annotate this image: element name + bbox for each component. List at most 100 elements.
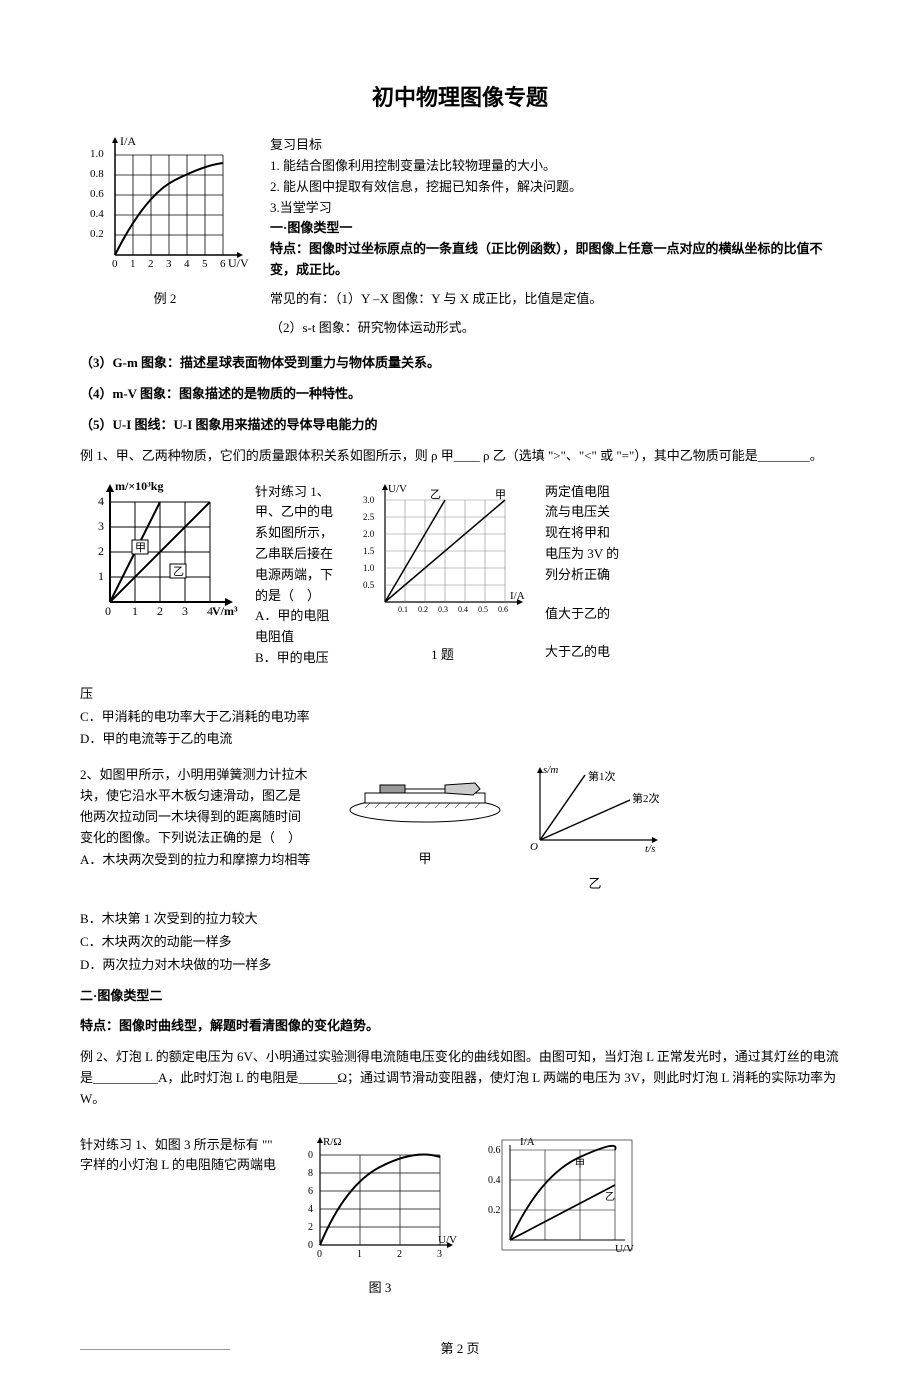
svg-text:3: 3 — [437, 1249, 442, 1260]
p1-pre6: 的是（ ） — [255, 586, 340, 607]
chart-example2: 0.2 0.4 0.6 0.8 1.0 0 1 2 3 4 5 6 I/A U/… — [80, 135, 250, 338]
chart-mv: 甲 乙 1 2 3 4 0 1 2 3 4 m/×10³kg V/m³ — [80, 482, 240, 630]
chart-ex2-label: 例 2 — [80, 289, 250, 310]
p1-r3: 现在将甲和 — [545, 523, 630, 544]
svg-text:U/V: U/V — [438, 1234, 457, 1246]
p1-optC: C．甲消耗的电功率大于乙消耗的电功率 — [80, 707, 840, 728]
type2-ex2: 例 2、灯泡 L 的额定电压为 6V、小明通过实验测得电流随电压变化的曲线如图。… — [80, 1047, 840, 1109]
chart-st: s/m t/s O 第1次 第2次 乙 — [520, 765, 670, 894]
svg-text:O: O — [530, 841, 538, 853]
svg-text:3.0: 3.0 — [363, 495, 375, 505]
svg-text:t/s: t/s — [645, 843, 655, 855]
svg-text:0.1: 0.1 — [398, 605, 408, 614]
svg-text:0.5: 0.5 — [478, 605, 488, 614]
fig1-label: 1 题 — [355, 645, 530, 666]
svg-text:乙: 乙 — [605, 1191, 615, 1203]
q2-optC: C．木块两次的动能一样多 — [80, 932, 840, 953]
q2-optD: D．两次拉力对木块做的功一样多 — [80, 955, 840, 976]
svg-text:1: 1 — [132, 604, 138, 618]
svg-text:0: 0 — [308, 1150, 313, 1161]
svg-text:4: 4 — [98, 494, 104, 508]
p1-optB1: B．甲的电压 — [255, 648, 340, 669]
svg-text:1.0: 1.0 — [90, 148, 104, 160]
svg-text:0.8: 0.8 — [90, 168, 104, 180]
common-list: 常见的有：（1）Y –X 图像：Y 与 X 成正比，比值是定值。 — [270, 289, 840, 310]
svg-text:2: 2 — [98, 544, 104, 558]
p1-r2: 流与电压关 — [545, 502, 630, 523]
q2-s2: 块，使它沿水平木板匀速滑动，图乙是 — [80, 786, 330, 807]
svg-text:U/V: U/V — [228, 256, 249, 270]
p1-r1: 两定值电阻 — [545, 482, 630, 503]
p1-pre4: 乙串联后接在 — [255, 544, 340, 565]
intro-line3: 3.当堂学习 — [270, 198, 840, 219]
svg-text:I/A: I/A — [520, 1136, 535, 1148]
svg-text:0.6: 0.6 — [90, 188, 104, 200]
p1-pre2: 甲、乙中的电 — [255, 502, 340, 523]
p1-pre1: 针对练习 1、 — [255, 482, 340, 503]
p1-ya: 压 — [80, 684, 840, 705]
svg-text:2: 2 — [397, 1249, 402, 1260]
svg-text:0: 0 — [317, 1249, 322, 1260]
intro-line2: 2. 能从图中提取有效信息，挖掘已知条件，解决问题。 — [270, 177, 840, 198]
svg-text:I/A: I/A — [120, 135, 136, 148]
svg-text:6: 6 — [308, 1186, 313, 1197]
svg-text:m/×10³kg: m/×10³kg — [115, 482, 163, 493]
svg-text:0: 0 — [112, 258, 118, 270]
svg-text:2: 2 — [148, 258, 154, 270]
svg-text:甲: 甲 — [495, 489, 506, 501]
list4: （4）m-V 图象：图象描述的是物质的一种特性。 — [80, 384, 840, 405]
p1-optA1: A．甲的电阻 — [255, 606, 340, 627]
p1-optA2: 电阻值 — [255, 627, 340, 648]
svg-text:1.0: 1.0 — [363, 563, 375, 573]
svg-text:0.6: 0.6 — [488, 1145, 501, 1156]
page-title: 初中物理图像专题 — [80, 80, 840, 115]
svg-text:R/Ω: R/Ω — [323, 1136, 342, 1148]
svg-text:V/m³: V/m³ — [212, 604, 238, 618]
svg-text:1: 1 — [357, 1249, 362, 1260]
list5: （5）U-I 图线：U-I 图象用来描述的导体导电能力的 — [80, 415, 840, 436]
diagram-jia: 甲 — [345, 765, 505, 869]
p1-r5: 列分析正确 — [545, 565, 630, 586]
svg-text:甲: 甲 — [575, 1159, 585, 1170]
chart-r-omega: 0 2 4 6 8 0 0 1 2 3 R/Ω U/V 图 3 — [295, 1135, 465, 1299]
p1-pre5: 电源两端，下 — [255, 565, 340, 586]
p1-pre3: 系如图所示， — [255, 523, 340, 544]
svg-text:0.2: 0.2 — [90, 228, 104, 240]
example1: 例 1、甲、乙两种物质，它们的质量跟体积关系如图所示，则 ρ 甲____ ρ 乙… — [80, 446, 840, 467]
svg-text:0.4: 0.4 — [488, 1175, 501, 1186]
svg-text:U/V: U/V — [388, 483, 407, 495]
svg-text:5: 5 — [202, 258, 208, 270]
item2: （2）s-t 图象：研究物体运动形式。 — [270, 318, 840, 339]
svg-text:3: 3 — [182, 604, 188, 618]
svg-text:0.5: 0.5 — [363, 580, 375, 590]
p1-r4: 电压为 3V 的 — [545, 544, 630, 565]
pb-l2: 字样的小灯泡 L 的电阻随它两端电 — [80, 1155, 280, 1176]
list3: （3）G-m 图象：描述星球表面物体受到重力与物体质量关系。 — [80, 353, 840, 374]
page-number: 第 2 页 — [440, 1341, 479, 1356]
q2-s1: 2、如图甲所示，小明用弹簧测力计拉木 — [80, 765, 330, 786]
svg-text:I/A: I/A — [510, 590, 525, 602]
svg-text:2.0: 2.0 — [363, 529, 375, 539]
type1-head: 一·图像类型一 — [270, 218, 840, 239]
q2-optB: B．木块第 1 次受到的拉力较大 — [80, 909, 840, 930]
svg-text:2: 2 — [308, 1222, 313, 1233]
svg-text:1: 1 — [130, 258, 136, 270]
p1-r7: 大于乙的电 — [545, 642, 630, 663]
footer-divider — [80, 1349, 230, 1350]
q2-s3: 他两次拉动同一木块得到的距离随时间 — [80, 807, 330, 828]
p1-r6: 值大于乙的 — [545, 604, 630, 625]
svg-text:1.5: 1.5 — [363, 546, 375, 556]
svg-text:3: 3 — [166, 258, 172, 270]
p1-optD: D．甲的电流等于乙的电流 — [80, 729, 840, 750]
svg-text:0: 0 — [105, 604, 111, 618]
svg-text:0.2: 0.2 — [418, 605, 428, 614]
chart-uv: 乙 甲 0.5 1.0 1.5 2.0 2.5 3.0 0.1 0.2 0.3 … — [355, 482, 530, 666]
fuxi-heading: 复习目标 — [270, 135, 840, 156]
chart-ia-right: 0.2 0.4 0.6 I/A U/V 甲 乙 — [480, 1135, 640, 1263]
q2-s4: 变化的图像。下列说法正确的是（ ） — [80, 828, 330, 849]
svg-text:4: 4 — [184, 258, 190, 270]
type1-feat: 特点：图像时过坐标原点的一条直线（正比例函数），即图像上任意一点对应的横纵坐标的… — [270, 239, 840, 281]
pb-l1: 针对练习 1、如图 3 所示是标有 "" — [80, 1135, 280, 1156]
svg-text:第2次: 第2次 — [632, 791, 660, 805]
svg-text:2.5: 2.5 — [363, 512, 375, 522]
